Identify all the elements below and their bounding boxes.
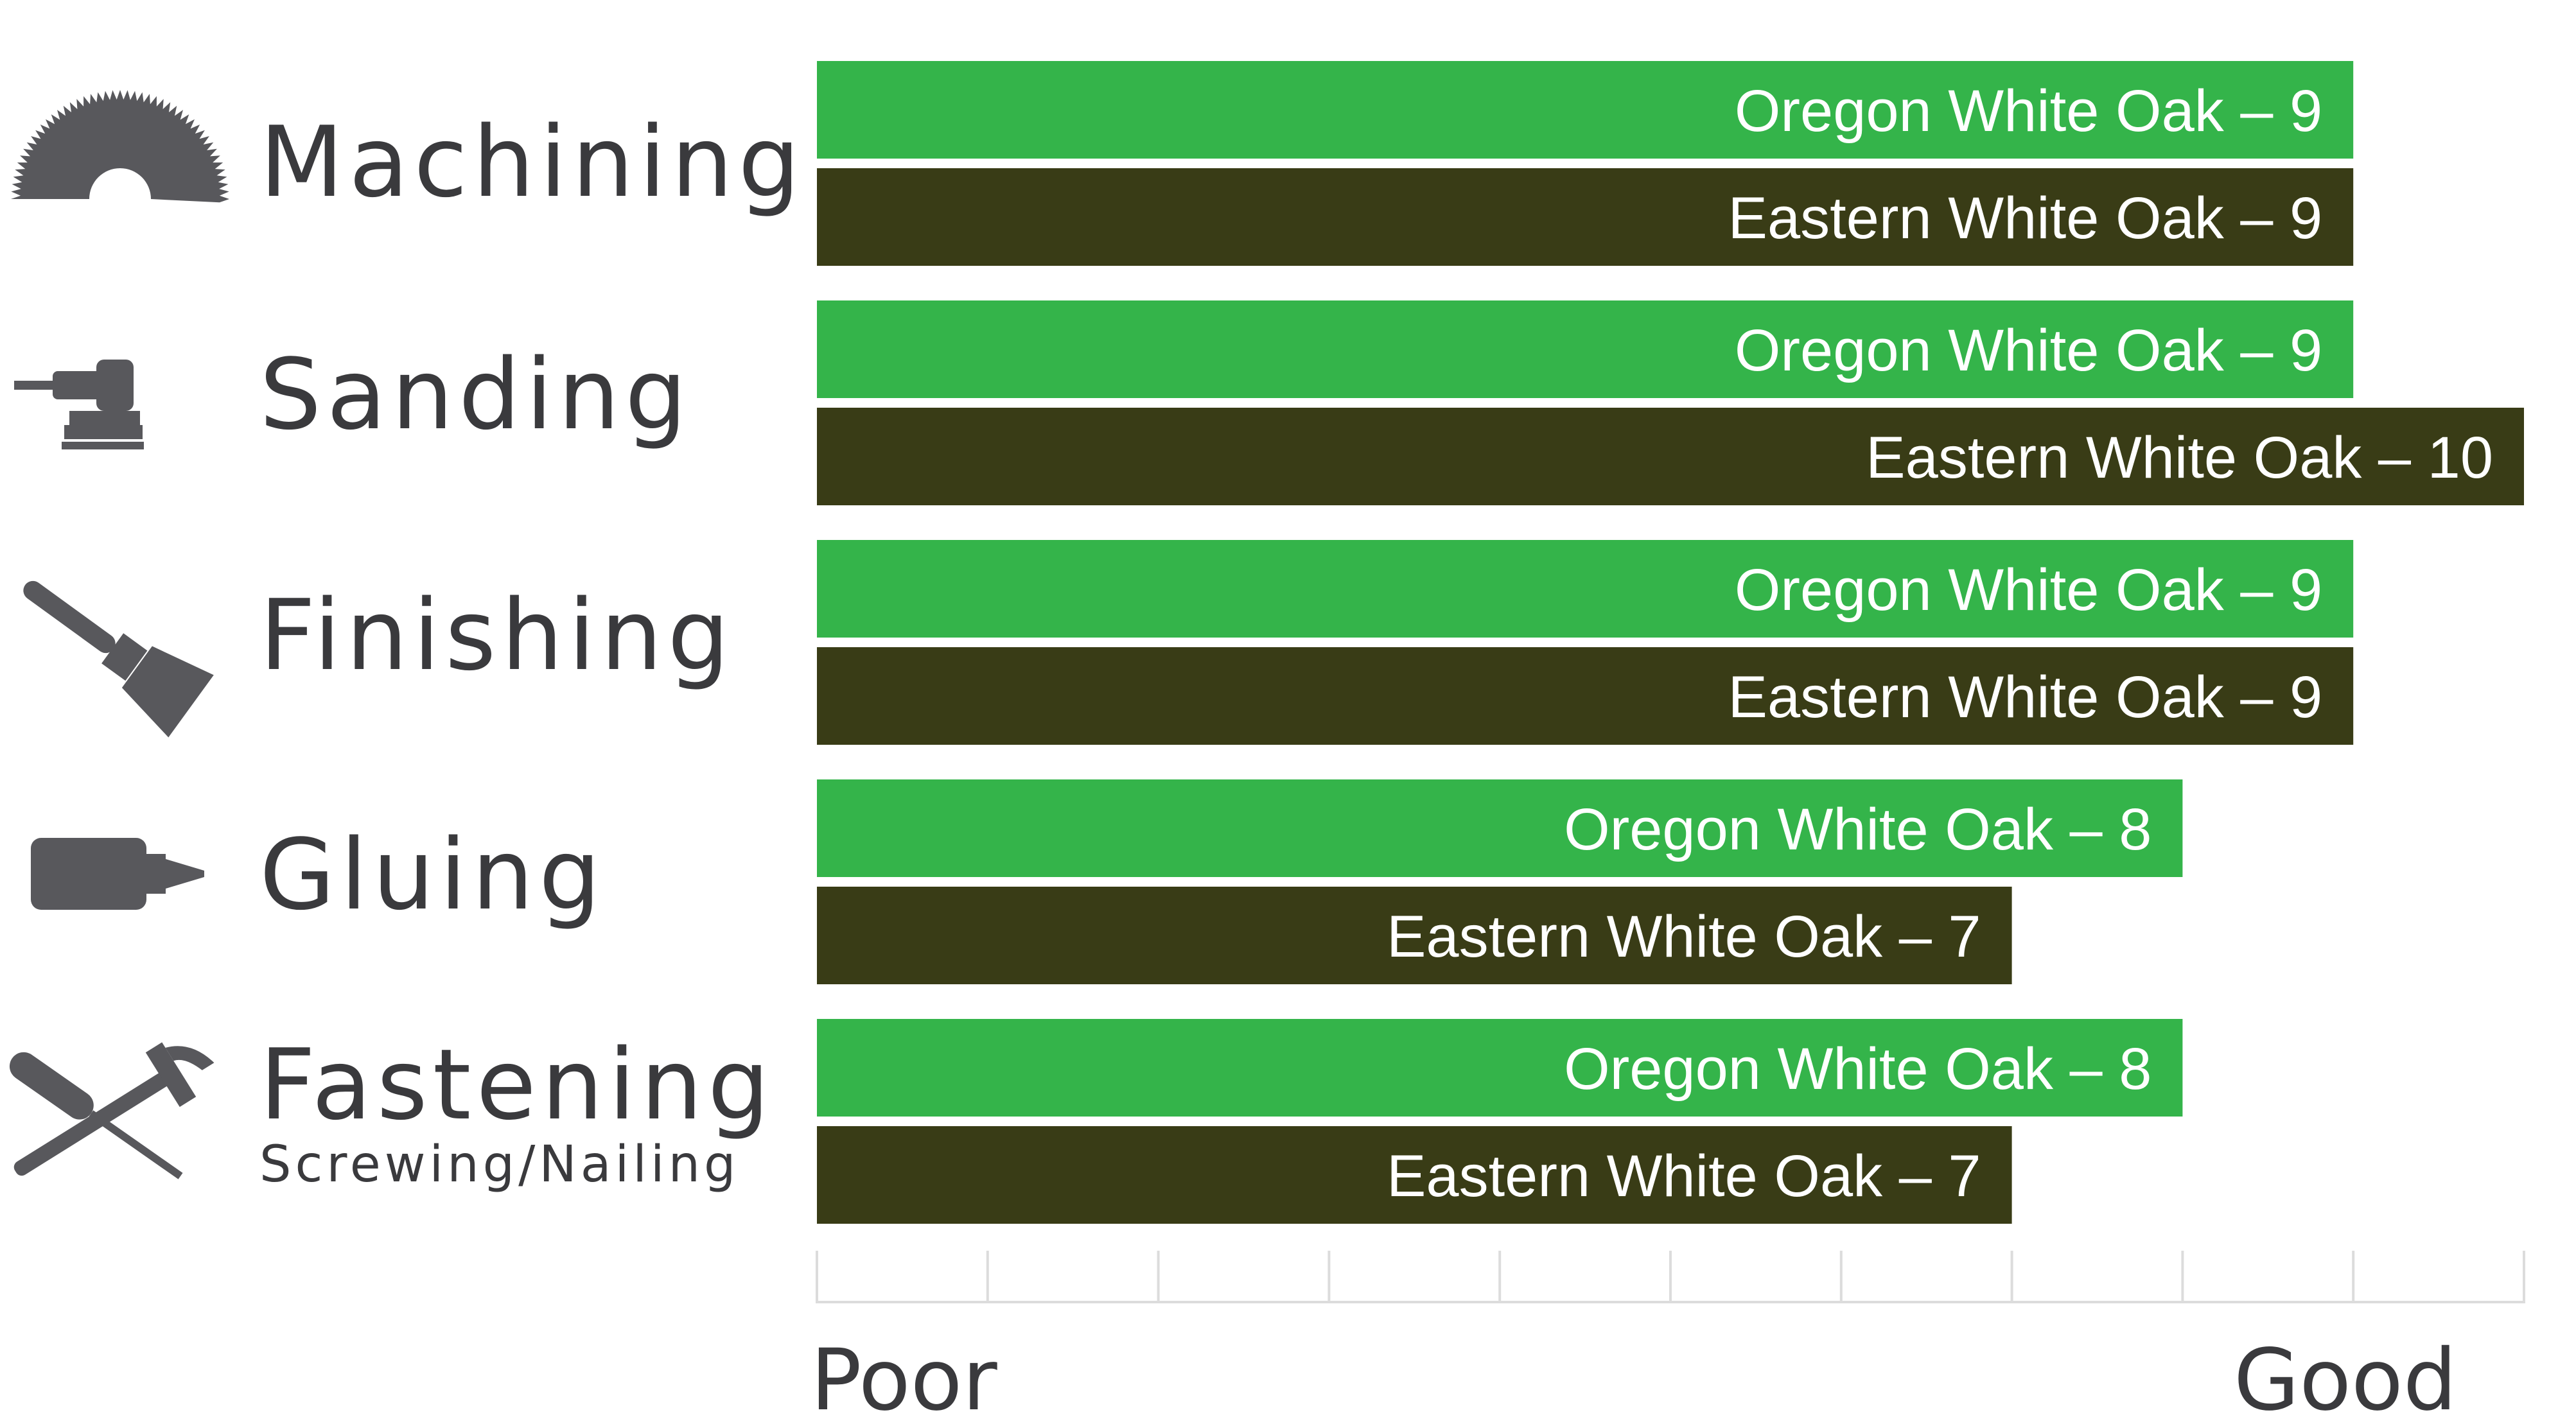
bar-layer: Oregon White Oak – 9 Eastern White Oak – … <box>817 61 2524 1224</box>
bar-finishing-eastern <box>817 647 2354 745</box>
bar-machining-oregon <box>817 61 2354 159</box>
grid-layer <box>816 1251 2525 1303</box>
bar-finishing-oregon <box>817 540 2354 638</box>
bar-label: Eastern White Oak – 7 <box>1387 1143 1981 1209</box>
category-label-fastening: Fastening <box>259 1028 775 1142</box>
bar-label: Eastern White Oak – 7 <box>1387 904 1981 969</box>
category-label-sanding: Sanding <box>259 338 692 451</box>
bar-sanding-oregon <box>817 300 2354 398</box>
category-label-finishing: Finishing <box>259 578 735 692</box>
paintbrush-icon <box>23 580 214 738</box>
category-label-machining: Machining <box>259 105 805 219</box>
axis: Poor Good <box>810 1331 2457 1417</box>
category-label-gluing: Gluing <box>259 818 606 932</box>
bar-gluing-oregon <box>817 779 2183 877</box>
bar-label: Oregon White Oak – 9 <box>1735 318 2322 383</box>
category-icons <box>9 90 229 1179</box>
axis-label-good: Good <box>2234 1331 2457 1417</box>
bar-fastening-eastern <box>817 1126 2012 1224</box>
saw-blade-icon <box>11 90 229 203</box>
category-sublabel: Screwing/Nailing <box>259 1136 740 1194</box>
bar-label: Oregon White Oak – 8 <box>1564 797 2151 862</box>
bar-gluing-eastern <box>817 887 2012 984</box>
bar-label: Eastern White Oak – 10 <box>1866 425 2493 491</box>
bar-fastening-oregon <box>817 1019 2183 1117</box>
bar-machining-eastern <box>817 168 2354 266</box>
bar-label: Oregon White Oak – 9 <box>1735 78 2322 144</box>
screwdriver-hammer-icon <box>9 1042 215 1179</box>
axis-label-poor: Poor <box>810 1331 997 1417</box>
glue-bottle-icon <box>31 838 204 910</box>
orbital-sander-icon <box>14 360 144 449</box>
bar-sanding-eastern <box>817 408 2524 505</box>
bar-label: Oregon White Oak – 8 <box>1564 1036 2151 1102</box>
category-labels: Machining Sanding Finishing Gluing Fastening… <box>259 105 805 1194</box>
bar-label: Eastern White Oak – 9 <box>1728 665 2323 730</box>
bar-label: Eastern White Oak – 9 <box>1728 186 2323 251</box>
bar-label: Oregon White Oak – 9 <box>1735 557 2322 623</box>
